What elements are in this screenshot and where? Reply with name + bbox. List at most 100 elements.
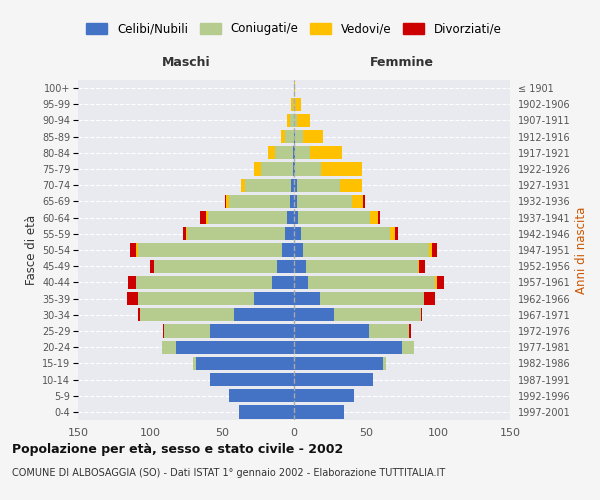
Bar: [176, 340, 294, 354]
Bar: [136, 276, 272, 289]
Bar: [286, 130, 294, 143]
Bar: [310, 146, 341, 160]
Bar: [206, 211, 208, 224]
Bar: [294, 227, 301, 240]
Bar: [286, 227, 294, 240]
Bar: [275, 146, 293, 160]
Text: Femmine: Femmine: [370, 56, 434, 68]
Bar: [211, 324, 294, 338]
Bar: [301, 227, 391, 240]
Y-axis label: Anni di nascita: Anni di nascita: [575, 206, 587, 294]
Bar: [293, 162, 294, 175]
Bar: [291, 178, 294, 192]
Bar: [294, 162, 295, 175]
Bar: [291, 98, 293, 111]
Bar: [225, 195, 226, 208]
Bar: [370, 211, 377, 224]
Bar: [294, 244, 302, 256]
Bar: [290, 114, 294, 127]
Bar: [183, 227, 186, 240]
Bar: [294, 260, 305, 273]
Bar: [154, 260, 277, 273]
Bar: [139, 244, 283, 256]
Bar: [241, 178, 245, 192]
Bar: [233, 308, 294, 322]
Bar: [395, 227, 398, 240]
Bar: [290, 195, 294, 208]
Bar: [334, 308, 421, 322]
Y-axis label: Fasce di età: Fasce di età: [25, 215, 38, 285]
Bar: [163, 324, 164, 338]
Bar: [294, 406, 344, 418]
Bar: [229, 195, 290, 208]
Bar: [437, 276, 444, 289]
Bar: [421, 308, 422, 322]
Bar: [419, 260, 425, 273]
Bar: [294, 195, 297, 208]
Bar: [435, 276, 437, 289]
Bar: [391, 227, 395, 240]
Bar: [186, 227, 187, 240]
Bar: [294, 82, 295, 94]
Bar: [293, 98, 294, 111]
Bar: [432, 244, 437, 256]
Bar: [287, 211, 294, 224]
Bar: [294, 211, 298, 224]
Bar: [294, 373, 373, 386]
Bar: [136, 244, 139, 256]
Bar: [294, 308, 334, 322]
Bar: [297, 178, 340, 192]
Text: Popolazione per età, sesso e stato civile - 2002: Popolazione per età, sesso e stato civil…: [12, 442, 343, 456]
Bar: [150, 260, 154, 273]
Bar: [254, 162, 261, 175]
Bar: [320, 292, 424, 305]
Bar: [261, 162, 293, 175]
Bar: [294, 292, 320, 305]
Bar: [283, 244, 294, 256]
Bar: [430, 244, 432, 256]
Bar: [287, 114, 290, 127]
Text: Maschi: Maschi: [161, 56, 211, 68]
Text: COMUNE DI ALBOSAGGIA (SO) - Dati ISTAT 1° gennaio 2002 - Elaborazione TUTTITALIA: COMUNE DI ALBOSAGGIA (SO) - Dati ISTAT 1…: [12, 468, 445, 477]
Bar: [302, 244, 430, 256]
Bar: [294, 178, 297, 192]
Bar: [193, 356, 196, 370]
Bar: [268, 146, 275, 160]
Bar: [352, 195, 363, 208]
Bar: [200, 211, 206, 224]
Bar: [409, 324, 410, 338]
Bar: [128, 276, 136, 289]
Bar: [302, 130, 323, 143]
Bar: [164, 324, 211, 338]
Bar: [245, 178, 291, 192]
Bar: [295, 146, 310, 160]
Bar: [139, 308, 140, 322]
Bar: [418, 260, 419, 273]
Bar: [140, 308, 233, 322]
Bar: [127, 292, 139, 305]
Bar: [226, 195, 229, 208]
Bar: [161, 340, 176, 354]
Bar: [295, 98, 301, 111]
Bar: [308, 276, 435, 289]
Bar: [297, 195, 352, 208]
Bar: [294, 146, 295, 160]
Bar: [211, 373, 294, 386]
Bar: [297, 114, 310, 127]
Bar: [295, 162, 322, 175]
Bar: [281, 130, 286, 143]
Bar: [322, 162, 362, 175]
Bar: [369, 324, 409, 338]
Bar: [402, 340, 413, 354]
Bar: [377, 211, 380, 224]
Bar: [294, 114, 297, 127]
Bar: [363, 195, 365, 208]
Bar: [139, 292, 254, 305]
Bar: [229, 389, 294, 402]
Bar: [294, 356, 383, 370]
Legend: Celibi/Nubili, Coniugati/e, Vedovi/e, Divorziati/e: Celibi/Nubili, Coniugati/e, Vedovi/e, Di…: [82, 18, 506, 40]
Bar: [294, 98, 295, 111]
Bar: [305, 260, 418, 273]
Bar: [295, 130, 302, 143]
Bar: [130, 244, 136, 256]
